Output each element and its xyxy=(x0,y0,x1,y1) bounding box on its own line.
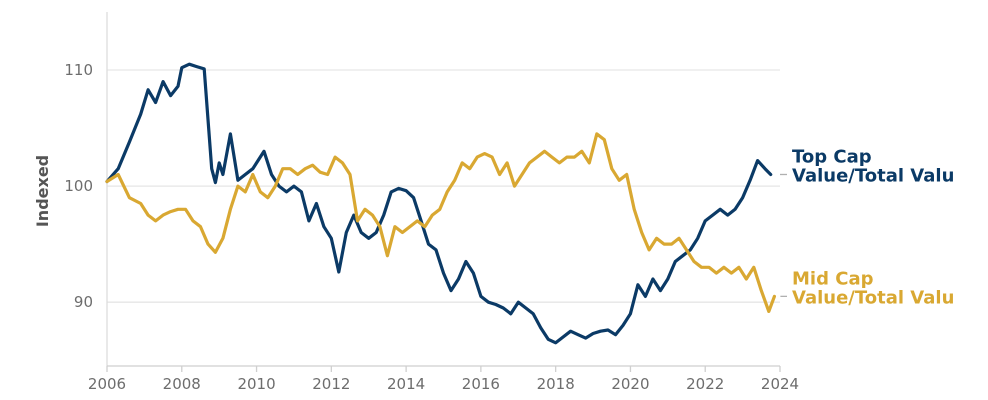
series-line-0 xyxy=(105,62,773,345)
x-tick-label: 2022 xyxy=(686,375,724,393)
x-tick-label: 2006 xyxy=(88,375,126,393)
x-tick-label: 2016 xyxy=(462,375,500,393)
series-label: Value/Total Valu xyxy=(792,287,954,308)
y-axis-title: Indexed xyxy=(33,155,52,227)
x-tick-label: 2024 xyxy=(761,375,799,393)
x-tick-label: 2012 xyxy=(312,375,350,393)
series-label: Top Cap xyxy=(792,146,872,167)
series-label: Mid Cap xyxy=(792,268,874,289)
x-tick-label: 2018 xyxy=(537,375,575,393)
x-tick-label: 2010 xyxy=(237,375,275,393)
series-line-1 xyxy=(105,132,777,313)
x-tick-label: 2008 xyxy=(163,375,201,393)
x-tick-label: 2014 xyxy=(387,375,425,393)
y-tick-label: 90 xyxy=(74,293,93,311)
y-tick-label: 110 xyxy=(64,61,93,79)
x-tick-label: 2020 xyxy=(611,375,649,393)
y-tick-label: 100 xyxy=(64,177,93,195)
series-label: Value/Total Valu xyxy=(792,165,954,186)
